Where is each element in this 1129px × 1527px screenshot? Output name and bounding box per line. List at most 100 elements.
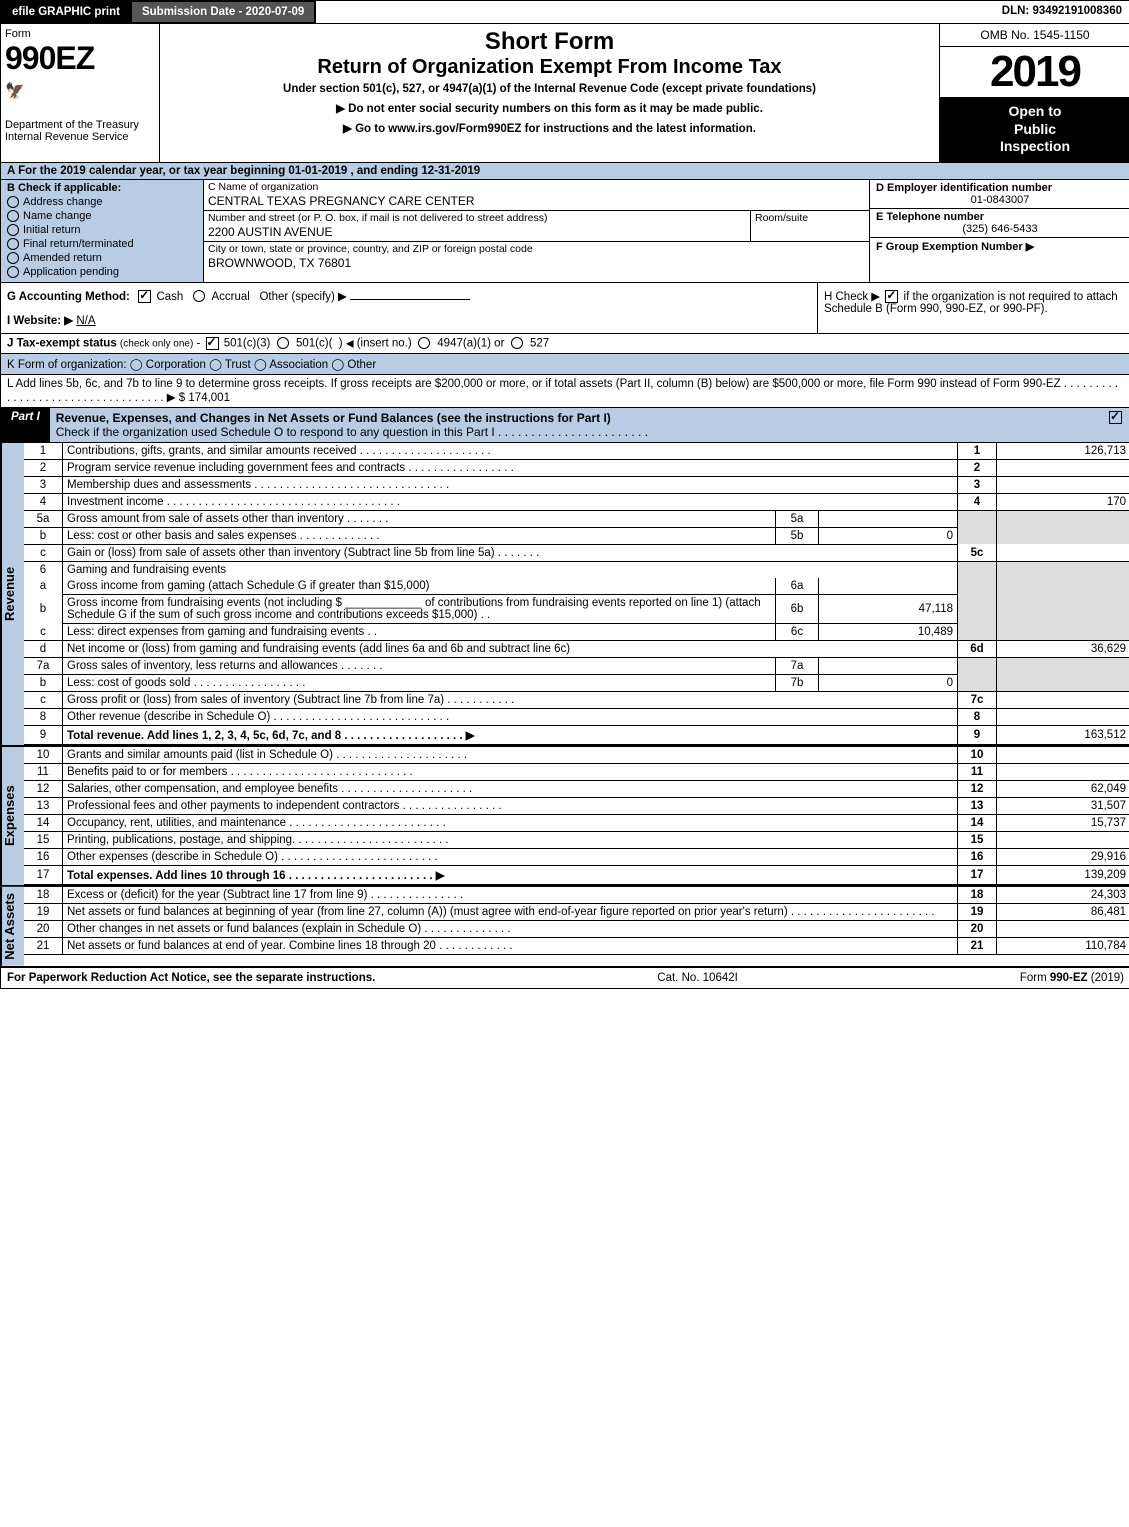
line-12: 12Salaries, other compensation, and empl…: [24, 780, 1129, 797]
chk-address-change[interactable]: Address change: [7, 196, 197, 208]
e-phone-value: (325) 646-5433: [876, 223, 1124, 235]
part-i-label: Part I: [1, 408, 50, 442]
line-2: 2Program service revenue including gover…: [24, 459, 1129, 476]
line-6a: aGross income from gaming (attach Schedu…: [24, 578, 1129, 595]
form-header: Form 990EZ 🦅 Department of the Treasury …: [1, 23, 1129, 162]
chk-name-change[interactable]: Name change: [7, 210, 197, 222]
part-i-title: Revenue, Expenses, and Changes in Net As…: [50, 408, 1101, 442]
net-assets-tab: Net Assets: [1, 887, 24, 966]
revenue-section: Revenue 1Contributions, gifts, grants, a…: [1, 443, 1129, 745]
footer-right: Form 990-EZ (2019): [1020, 972, 1124, 984]
line-7c: cGross profit or (loss) from sales of in…: [24, 691, 1129, 708]
tax-year: 2019: [940, 47, 1129, 97]
c-city-label: City or town, state or province, country…: [204, 242, 869, 256]
chk-4947[interactable]: [418, 337, 430, 349]
part-i-header: Part I Revenue, Expenses, and Changes in…: [1, 408, 1129, 443]
chk-cash[interactable]: [138, 290, 151, 303]
i-label: I Website: ▶: [7, 315, 73, 327]
line-13: 13Professional fees and other payments t…: [24, 797, 1129, 814]
topbar-left: efile GRAPHIC print Submission Date - 20…: [1, 1, 316, 23]
omb-number: OMB No. 1545-1150: [940, 24, 1129, 47]
line-4: 4Investment income . . . . . . . . . . .…: [24, 493, 1129, 510]
d-ein-label: D Employer identification number: [876, 182, 1124, 194]
expenses-section: Expenses 10Grants and similar amounts pa…: [1, 745, 1129, 885]
expenses-table: 10Grants and similar amounts paid (list …: [24, 747, 1129, 885]
g-label: G Accounting Method:: [7, 291, 130, 303]
open-line3: Inspection: [942, 138, 1128, 156]
col-def: D Employer identification number 01-0843…: [870, 180, 1129, 282]
col-b-checkboxes: B Check if applicable: Address change Na…: [1, 180, 204, 282]
col-c-org-info: C Name of organization CENTRAL TEXAS PRE…: [204, 180, 870, 282]
chk-initial-return[interactable]: Initial return: [7, 224, 197, 236]
line-6d: dNet income or (loss) from gaming and fu…: [24, 640, 1129, 657]
chk-527[interactable]: [511, 337, 523, 349]
l-text: L Add lines 5b, 6c, and 7b to line 9 to …: [7, 378, 1118, 404]
irs-seal-icon: 🦅: [5, 81, 155, 101]
chk-amended-return[interactable]: Amended return: [7, 252, 197, 264]
c-addr-label: Number and street (or P. O. box, if mail…: [204, 211, 750, 225]
dept-treasury: Department of the Treasury: [5, 119, 155, 131]
line-6c: cLess: direct expenses from gaming and f…: [24, 623, 1129, 640]
line-17: 17Total expenses. Add lines 10 through 1…: [24, 865, 1129, 884]
line-16: 16Other expenses (describe in Schedule O…: [24, 848, 1129, 865]
line-5c: cGain or (loss) from sale of assets othe…: [24, 544, 1129, 561]
row-k-form-org: K Form of organization: ◯ Corporation ◯ …: [1, 354, 1129, 375]
do-not-enter-ssn: ▶ Do not enter social security numbers o…: [166, 101, 933, 115]
goto-link[interactable]: ▶ Go to www.irs.gov/Form990EZ for instru…: [166, 121, 933, 135]
revenue-tab: Revenue: [1, 443, 24, 745]
open-to-public: Open to Public Inspection: [940, 97, 1129, 162]
footer-cat-no: Cat. No. 10642I: [657, 972, 738, 984]
dln: DLN: 93492191008360: [994, 1, 1129, 23]
part-i-subtitle: Check if the organization used Schedule …: [56, 425, 648, 439]
open-line1: Open to: [942, 103, 1128, 121]
f-group-exemption: F Group Exemption Number ▶: [876, 241, 1034, 253]
line-20: 20Other changes in net assets or fund ba…: [24, 920, 1129, 937]
sched-o-checkbox[interactable]: [1101, 408, 1129, 442]
org-address: 2200 AUSTIN AVENUE: [204, 225, 750, 241]
row-h-schedule-b: H Check ▶ if the organization is not req…: [817, 283, 1129, 333]
line-7b: bLess: cost of goods sold . . . . . . . …: [24, 674, 1129, 691]
return-title: Return of Organization Exempt From Incom…: [166, 56, 933, 79]
i-website: N/A: [76, 315, 95, 327]
chk-501c[interactable]: [277, 337, 289, 349]
c-name-label: C Name of organization: [204, 180, 869, 194]
line-19: 19Net assets or fund balances at beginni…: [24, 903, 1129, 920]
irs-line: Internal Revenue Service: [5, 131, 155, 143]
efile-print-button[interactable]: efile GRAPHIC print: [1, 1, 131, 23]
line-6: 6Gaming and fundraising events: [24, 561, 1129, 578]
line-1: 1Contributions, gifts, grants, and simil…: [24, 443, 1129, 460]
header-right: OMB No. 1545-1150 2019 Open to Public In…: [939, 24, 1129, 162]
form-title-block: Short Form Return of Organization Exempt…: [160, 24, 939, 162]
form-page: efile GRAPHIC print Submission Date - 20…: [0, 0, 1129, 989]
form-number: 990EZ: [5, 40, 155, 77]
row-j-tax-exempt: J Tax-exempt status (check only one) - 5…: [1, 334, 1129, 354]
short-form-heading: Short Form: [166, 28, 933, 56]
revenue-table: 1Contributions, gifts, grants, and simil…: [24, 443, 1129, 745]
chk-schedule-b[interactable]: [885, 290, 898, 303]
chk-final-return[interactable]: Final return/terminated: [7, 238, 197, 250]
chk-application-pending[interactable]: Application pending: [7, 266, 197, 278]
net-assets-table: 18Excess or (deficit) for the year (Subt…: [24, 887, 1129, 955]
e-phone-label: E Telephone number: [876, 211, 1124, 223]
g-other: Other (specify) ▶: [259, 291, 346, 303]
chk-501c3[interactable]: [206, 337, 219, 350]
line-15: 15Printing, publications, postage, and s…: [24, 831, 1129, 848]
line-6b: bGross income from fundraising events (n…: [24, 594, 1129, 623]
net-assets-section: Net Assets 18Excess or (deficit) for the…: [1, 885, 1129, 966]
line-7a: 7aGross sales of inventory, less returns…: [24, 657, 1129, 674]
room-suite-label: Room/suite: [750, 211, 869, 241]
line-9: 9Total revenue. Add lines 1, 2, 3, 4, 5c…: [24, 725, 1129, 744]
chk-accrual[interactable]: [193, 290, 205, 302]
line-8: 8Other revenue (describe in Schedule O) …: [24, 708, 1129, 725]
topbar: efile GRAPHIC print Submission Date - 20…: [1, 1, 1129, 23]
under-section: Under section 501(c), 527, or 4947(a)(1)…: [166, 83, 933, 95]
line-14: 14Occupancy, rent, utilities, and mainte…: [24, 814, 1129, 831]
col-b-title: B Check if applicable:: [7, 182, 197, 194]
line-10: 10Grants and similar amounts paid (list …: [24, 747, 1129, 764]
h-text1: H Check ▶: [824, 291, 880, 303]
form-id-block: Form 990EZ 🦅 Department of the Treasury …: [1, 24, 160, 162]
org-name: CENTRAL TEXAS PREGNANCY CARE CENTER: [204, 194, 869, 210]
org-city: BROWNWOOD, TX 76801: [204, 256, 869, 272]
row-gh: G Accounting Method: Cash Accrual Other …: [1, 283, 1129, 334]
page-footer: For Paperwork Reduction Act Notice, see …: [1, 966, 1129, 988]
